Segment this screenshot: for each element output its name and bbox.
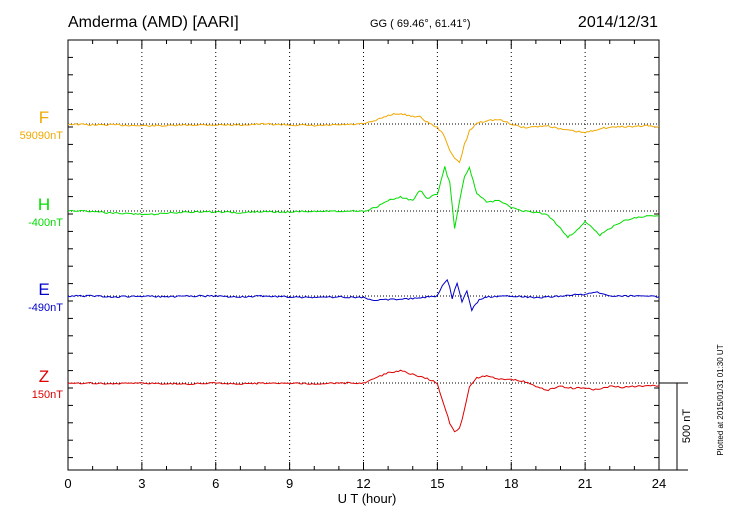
- series-baseline-label-E: -490nT: [28, 302, 63, 314]
- series-name-F: F: [39, 108, 49, 127]
- series-baseline-label-F: 59090nT: [20, 130, 64, 142]
- x-tick-label-24: 24: [652, 476, 666, 491]
- coordinates-label: GG ( 69.46°, 61.41°): [370, 18, 471, 30]
- x-tick-label-6: 6: [212, 476, 219, 491]
- grid-lines: [141, 40, 586, 470]
- axis-ticks: [67, 40, 660, 470]
- series-line-H: [67, 165, 660, 239]
- x-tick-label-18: 18: [504, 476, 518, 491]
- series-line-F: [67, 112, 660, 164]
- station-title: Amderma (AMD) [AARI]: [68, 14, 239, 31]
- series-baseline-label-H: -400nT: [28, 217, 63, 229]
- series-baseline-label-Z: 150nT: [32, 389, 63, 401]
- scale-bar: 500 nT: [659, 382, 693, 471]
- x-tick-label-3: 3: [138, 476, 145, 491]
- x-tick-labels: 0 3 6 9 12 15 18 21 24: [64, 476, 666, 491]
- series-labels: F 59090nT H -400nT E -490nT Z 150nT: [20, 108, 64, 401]
- series-line-Z: [67, 369, 660, 433]
- x-tick-label-0: 0: [64, 476, 71, 491]
- x-tick-label-15: 15: [430, 476, 444, 491]
- series-line-E: [67, 278, 660, 312]
- series-name-H: H: [38, 195, 50, 214]
- series-name-Z: Z: [39, 367, 49, 386]
- date-label: 2014/12/31: [578, 14, 658, 31]
- x-tick-label-21: 21: [578, 476, 592, 491]
- series-name-E: E: [38, 280, 49, 299]
- x-tick-label-9: 9: [286, 476, 293, 491]
- scale-bar-label: 500 nT: [681, 409, 693, 444]
- x-tick-label-12: 12: [356, 476, 370, 491]
- x-axis-label: U T (hour): [338, 491, 397, 506]
- plotted-timestamp: Plotted at 2015/01/31 01:30 UT: [716, 344, 725, 455]
- series-lines: [67, 112, 660, 433]
